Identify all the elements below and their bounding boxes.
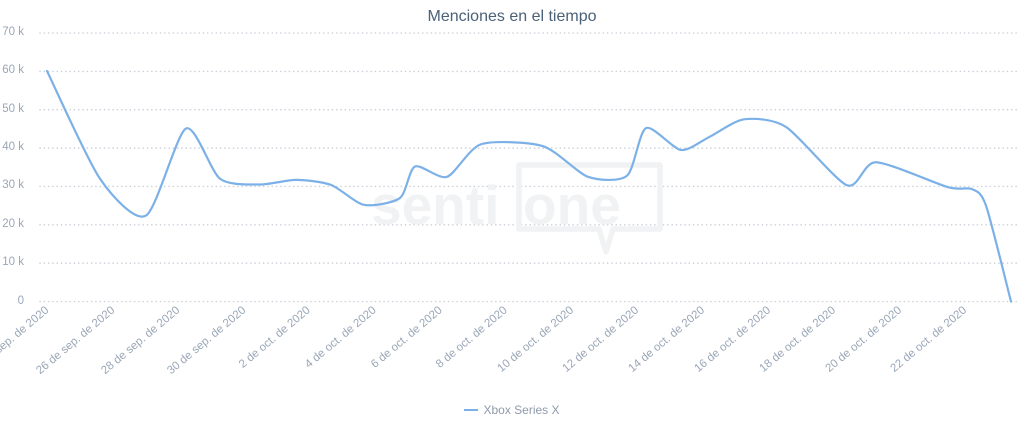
svg-text:senti: senti [371,174,499,236]
